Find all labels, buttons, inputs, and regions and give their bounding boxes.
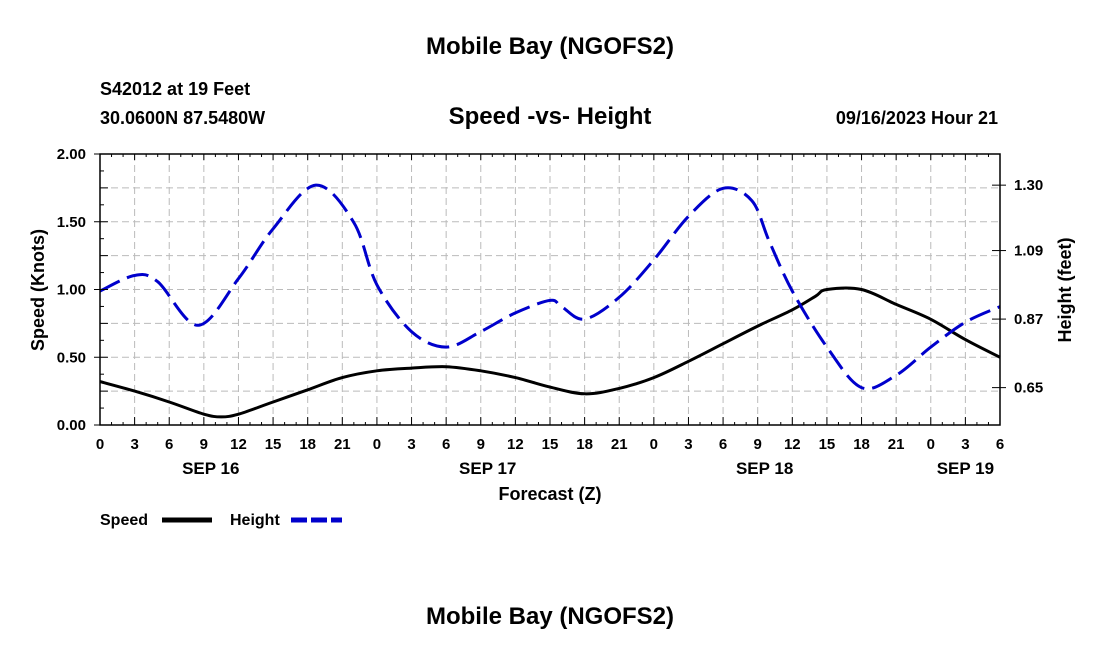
x-tick-label: 3 — [961, 436, 969, 453]
station-coordinates: 30.0600N 87.5480W — [100, 108, 265, 128]
y-right-tick-label: 1.09 — [1014, 243, 1043, 260]
legend: Speed Height — [100, 512, 342, 529]
x-tick-label: 0 — [650, 436, 658, 453]
x-tick-label: 21 — [611, 436, 628, 453]
chart-title: Mobile Bay (NGOFS2) — [426, 33, 674, 60]
x-tick-label: 3 — [130, 436, 138, 453]
x-tick-label: 9 — [477, 436, 485, 453]
legend-label-height: Height — [230, 512, 280, 529]
x-tick-label: 6 — [165, 436, 173, 453]
x-tick-label: 0 — [373, 436, 381, 453]
grid-lines — [100, 154, 1000, 425]
x-tick-label: 0 — [927, 436, 935, 453]
y-left-tick-label: 1.50 — [57, 214, 86, 231]
x-tick-label: 9 — [754, 436, 762, 453]
x-tick-label: 6 — [996, 436, 1004, 453]
y-right-tick-label: 0.65 — [1014, 380, 1043, 397]
x-tick-label: 18 — [853, 436, 870, 453]
date-label: SEP 18 — [736, 459, 793, 478]
series-line-height — [99, 183, 1001, 391]
forecast-timestamp: 09/16/2023 Hour 21 — [836, 108, 998, 128]
y-axis-left-label: Speed (Knots) — [28, 229, 48, 351]
x-tick-label: 0 — [96, 436, 104, 453]
y-left-tick-label: 1.00 — [57, 282, 86, 299]
x-tick-label: 9 — [200, 436, 208, 453]
x-tick-label: 6 — [442, 436, 450, 453]
y-right-tick-label: 0.87 — [1014, 311, 1043, 328]
date-label: SEP 16 — [182, 459, 239, 478]
x-tick-label: 12 — [784, 436, 801, 453]
x-tick-label: 21 — [334, 436, 351, 453]
date-label: SEP 19 — [937, 459, 994, 478]
y-left-tick-label: 0.50 — [57, 349, 86, 366]
series-layer — [99, 183, 1001, 419]
x-tick-label: 21 — [888, 436, 905, 453]
chart-subtitle: Speed -vs- Height — [449, 103, 652, 130]
x-tick-label: 12 — [230, 436, 247, 453]
x-tick-label: 6 — [719, 436, 727, 453]
x-tick-label: 3 — [407, 436, 415, 453]
x-tick-label: 15 — [542, 436, 559, 453]
x-tick-label: 15 — [265, 436, 282, 453]
axes: 0 3 6 9 12 15 18 21 0 3 6 9 12 15 18 21 0 3 6 9 12 15 18 21 0 3 6S… — [57, 146, 1043, 478]
y-left-tick-label: 0.00 — [57, 417, 86, 434]
station-name: S42012 at 19 Feet — [100, 79, 250, 99]
y-right-tick-label: 1.30 — [1014, 177, 1043, 194]
x-tick-label: 18 — [299, 436, 316, 453]
y-left-tick-label: 2.00 — [57, 146, 86, 163]
x-tick-label: 3 — [684, 436, 692, 453]
x-tick-label: 15 — [819, 436, 836, 453]
legend-label-speed: Speed — [100, 512, 148, 529]
x-tick-label: 18 — [576, 436, 593, 453]
x-axis-label: Forecast (Z) — [498, 484, 601, 504]
footer-title: Mobile Bay (NGOFS2) — [426, 603, 674, 630]
series-line-speed — [99, 286, 1001, 419]
date-label: SEP 17 — [459, 459, 516, 478]
x-tick-label: 12 — [507, 436, 524, 453]
y-axis-right-label: Height (feet) — [1055, 238, 1075, 343]
